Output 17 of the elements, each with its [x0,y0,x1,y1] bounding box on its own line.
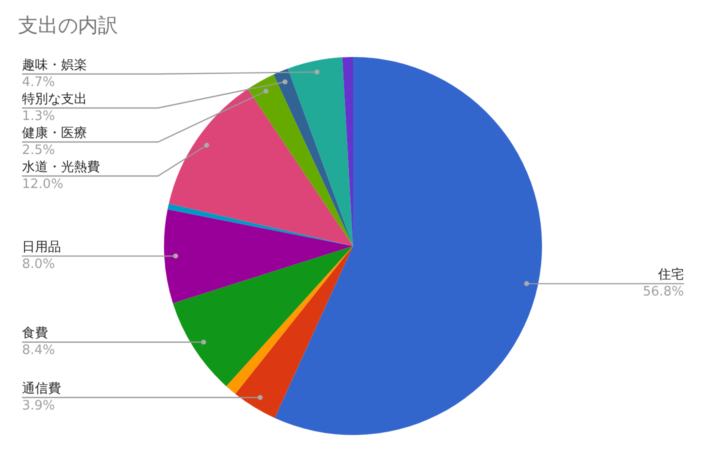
slice-label: 住宅 [657,266,684,283]
slice-label: 日用品 [22,240,61,255]
data-label: 8.4% [22,343,56,358]
data-label: 12.0% [22,176,64,192]
slice-label: 健康・医療 [22,126,87,141]
chart-title: 支出の内訳 [18,12,118,39]
slice-label: 趣味・娯楽 [22,58,87,73]
data-label: 56.8% [642,284,684,300]
data-label: 8.0% [22,256,56,272]
slice-label: 水道・光熱費 [22,160,100,175]
data-label: 1.3% [22,108,56,124]
data-label: 4.7% [22,74,56,90]
data-label: 2.5% [22,142,56,158]
slice-label: 特別な支出 [22,92,87,107]
slice-label: 食費 [22,326,48,342]
data-label: 3.9% [22,398,56,414]
slice-label: 通信費 [22,381,61,396]
